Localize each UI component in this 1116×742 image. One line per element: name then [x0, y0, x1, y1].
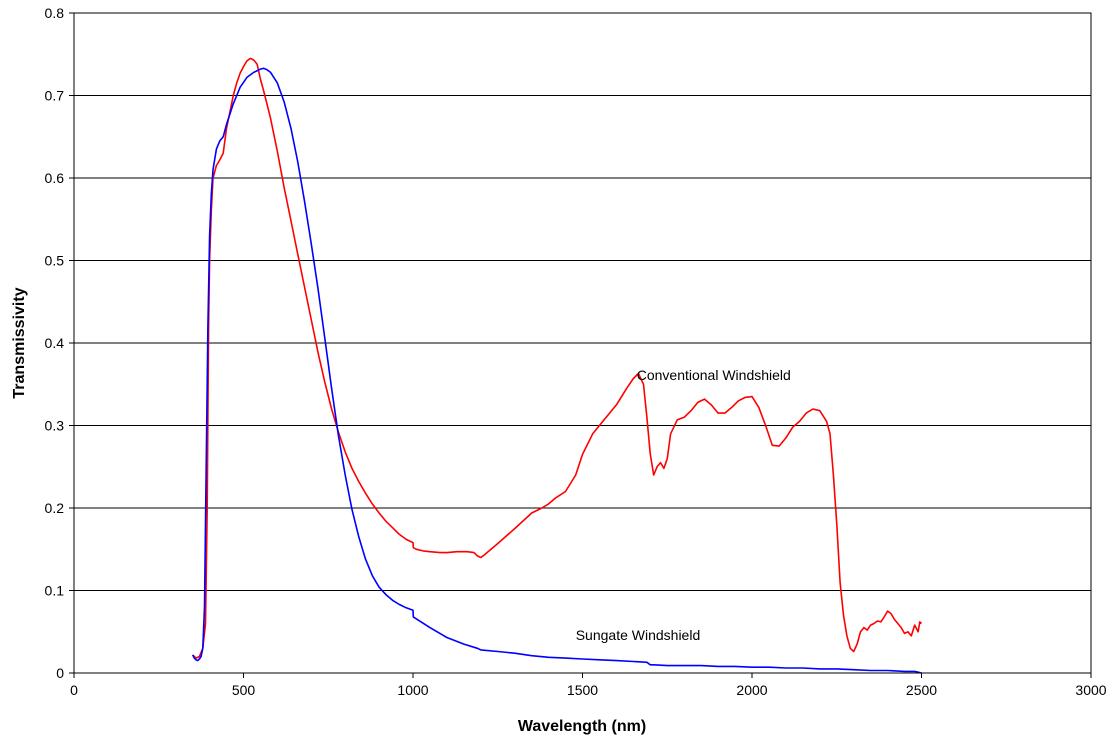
- series-group: [191, 57, 923, 674]
- y-tick-label: 0: [56, 665, 64, 681]
- x-tick-label: 2500: [906, 682, 937, 698]
- x-tick-label: 2000: [736, 682, 767, 698]
- y-tick-label: 0.5: [45, 253, 65, 269]
- y-tick-label: 0.3: [45, 418, 65, 434]
- gridlines: [74, 95, 1091, 591]
- y-tick-label: 0.4: [45, 335, 65, 351]
- x-axis-ticks: 0 500 1000 1500 2000 2500 3000: [70, 673, 1107, 698]
- y-tick-label: 0.1: [45, 583, 65, 599]
- y-axis-title: Transmissivity: [11, 287, 28, 398]
- series-line-sungate: [191, 67, 922, 674]
- x-tick-label: 3000: [1075, 682, 1106, 698]
- x-tick-label: 500: [232, 682, 256, 698]
- x-tick-label: 1000: [397, 682, 428, 698]
- y-tick-label: 0.6: [45, 170, 65, 186]
- annotations: Conventional Windshield Sungate Windshiel…: [576, 367, 791, 643]
- series-annotation-label: Conventional Windshield: [637, 367, 791, 383]
- series-annotation-label: Sungate Windshield: [576, 627, 701, 643]
- series-line-conventional: [192, 57, 923, 659]
- x-axis-title: Wavelength (nm): [518, 718, 646, 735]
- y-axis-ticks: 0 0.1 0.2 0.3 0.4 0.5 0.6 0.7 0.8: [45, 5, 74, 681]
- y-tick-label: 0.8: [45, 5, 65, 21]
- y-tick-label: 0.2: [45, 500, 65, 516]
- y-tick-label: 0.7: [45, 88, 65, 104]
- x-tick-label: 1500: [567, 682, 598, 698]
- x-tick-label: 0: [70, 682, 78, 698]
